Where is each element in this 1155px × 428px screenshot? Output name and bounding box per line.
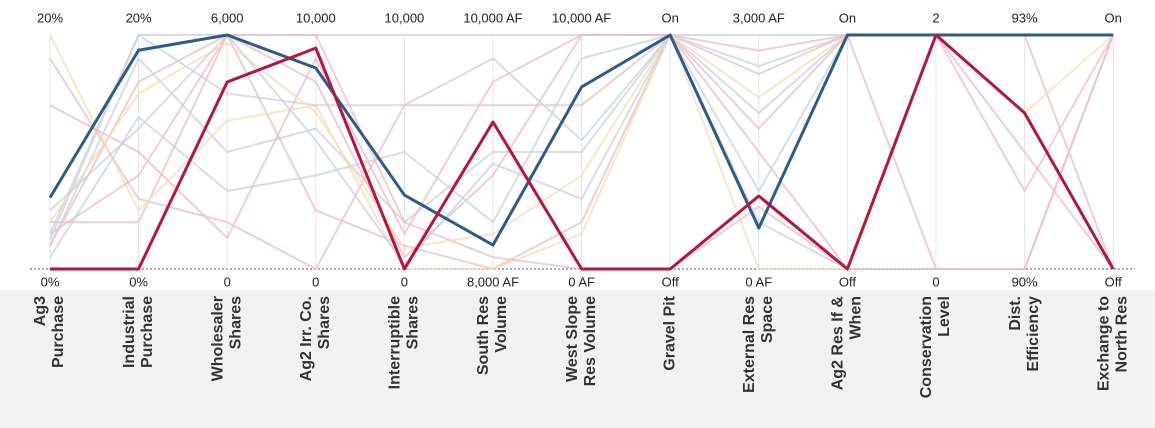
axis-name: Purchase — [139, 296, 156, 368]
axis-max-label: On — [662, 10, 679, 25]
axis-name: Conservation — [918, 296, 935, 398]
axis-min-label: 0 AF — [745, 274, 772, 289]
axis-name: Shares — [316, 296, 333, 349]
axis-name-band — [0, 290, 1155, 428]
axis-max-label: 93% — [1012, 10, 1038, 25]
axis-min-label: 0% — [129, 274, 148, 289]
axis-name: When — [848, 296, 865, 340]
axis-min-label: 0 — [401, 274, 408, 289]
axis-name: North Res — [1113, 296, 1130, 373]
axis-max-label: On — [1105, 10, 1122, 25]
axis-max-label: 3,000 AF — [733, 10, 785, 25]
axis-max-label: 10,000 AF — [463, 10, 522, 25]
axis-name: Shares — [227, 296, 244, 349]
axis-min-label: 0 — [224, 274, 231, 289]
axis-min-label: 0 — [312, 274, 319, 289]
axis-min-label: Off — [662, 274, 679, 289]
axis-name: External Res — [741, 296, 758, 393]
axis-max-label: 2 — [932, 10, 939, 25]
axis-name: Purchase — [50, 296, 67, 368]
axis-name: Wholesaler — [209, 296, 226, 381]
axis-name: Ag2 Res If & — [830, 296, 847, 391]
axis-name: West Slope — [564, 296, 581, 382]
axis-min-label: Off — [1105, 274, 1122, 289]
axis-min-label: 0 — [932, 274, 939, 289]
axis-name: Space — [759, 296, 776, 343]
axis-name: Ag2 Irr. Co. — [298, 296, 315, 381]
axis-name: Ag3 — [32, 296, 49, 326]
axis-name: Volume — [493, 296, 510, 353]
axis-name: Level — [936, 296, 953, 337]
axis-max-label: 20% — [37, 10, 63, 25]
axis-name: Shares — [405, 296, 422, 349]
axis-max-label: On — [839, 10, 856, 25]
axis-max-label: 6,000 — [211, 10, 244, 25]
axis-name: South Res — [475, 296, 492, 375]
axis-name: Exchange to — [1095, 296, 1112, 391]
axis-max-label: 10,000 — [385, 10, 425, 25]
axis-min-label: 0 AF — [568, 274, 595, 289]
axis-max-label: 10,000 AF — [552, 10, 611, 25]
axis-max-label: 10,000 — [296, 10, 336, 25]
series-line — [50, 33, 1115, 271]
axis-name: Interruptible — [387, 296, 404, 389]
axis-min-label: 0% — [41, 274, 60, 289]
axis-name: Industrial — [121, 296, 138, 368]
axis-name: Dist. — [1007, 296, 1024, 331]
axis-name: Res Volume — [582, 296, 599, 387]
axis-max-label: 20% — [126, 10, 152, 25]
axis-name: Efficiency — [1025, 296, 1042, 372]
axis-min-label: 90% — [1012, 274, 1038, 289]
axis-min-label: Off — [839, 274, 856, 289]
axis-name: Gravel Pit — [661, 295, 678, 370]
axis-min-label: 8,000 AF — [467, 274, 519, 289]
